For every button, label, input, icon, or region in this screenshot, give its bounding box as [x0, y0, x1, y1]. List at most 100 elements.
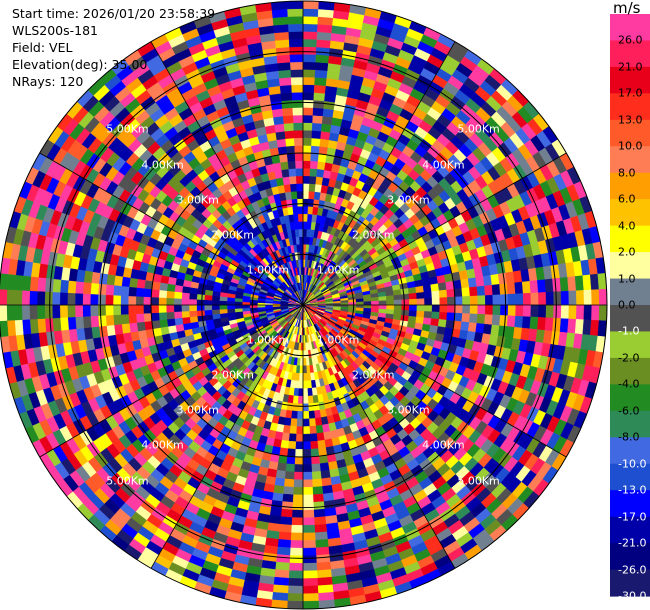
range-gate: [574, 319, 585, 335]
range-gate: [308, 190, 316, 200]
range-gate: [292, 502, 304, 511]
range-gate: [287, 8, 304, 17]
colorbar-tick-label: 10.0: [618, 139, 643, 153]
range-gate: [0, 304, 8, 322]
colorbar-tick-label: 21.0: [618, 60, 643, 74]
range-gate: [439, 304, 448, 313]
range-gate: [276, 54, 291, 64]
range-gate: [506, 282, 516, 295]
range-gate: [302, 441, 311, 450]
range-gate: [302, 69, 316, 78]
range-ring-label: 2.00Km: [352, 228, 395, 242]
range-gate: [158, 289, 168, 299]
range-gate: [307, 395, 314, 404]
range-gate: [288, 570, 304, 579]
range-gate: [299, 236, 304, 245]
range-gate: [74, 292, 84, 306]
range-gate: [408, 310, 418, 318]
range-gate: [583, 304, 593, 321]
range-gate: [127, 304, 137, 315]
colorbar-tick-label: 26.0: [618, 33, 643, 47]
range-gate: [544, 317, 554, 332]
range-gate: [294, 228, 300, 238]
range-gate: [355, 298, 364, 303]
range-gate: [173, 304, 182, 313]
range-gate: [44, 317, 54, 333]
range-gate: [287, 593, 304, 602]
range-gate: [82, 281, 92, 295]
range-gate: [295, 175, 304, 184]
range-gate: [313, 99, 325, 109]
range-gate: [302, 15, 319, 25]
range-gate: [302, 350, 307, 359]
site-name-text: WLS200s-181: [12, 23, 98, 38]
range-gate: [289, 46, 304, 55]
range-gate: [302, 433, 311, 443]
range-gate: [113, 314, 122, 326]
range-gate: [284, 471, 295, 480]
range-gate: [583, 289, 593, 306]
range-gate: [475, 276, 485, 287]
range-gate: [415, 285, 425, 294]
range-gate: [275, 554, 291, 564]
range-ring-label: 3.00Km: [176, 403, 219, 417]
range-gate: [165, 304, 175, 313]
range-gate: [295, 236, 301, 245]
range-gate: [166, 311, 175, 320]
range-gate: [281, 501, 293, 511]
range-gate: [302, 517, 315, 526]
range-gate: [431, 311, 440, 320]
range-gate: [286, 455, 296, 465]
range-gate: [316, 561, 332, 571]
range-gate: [6, 289, 15, 306]
range-gate: [453, 312, 463, 322]
range-gate: [275, 46, 291, 56]
range-gate: [438, 311, 448, 321]
range-gate: [371, 304, 380, 310]
range-ring-label: 4.00Km: [422, 438, 465, 452]
colorbar-tick-label: -2.0: [618, 351, 640, 365]
range-gate: [530, 292, 539, 306]
range-gate: [219, 304, 228, 310]
range-gate: [283, 122, 295, 132]
range-gate: [293, 213, 299, 223]
range-gate: [484, 284, 493, 296]
range-gate: [308, 418, 316, 427]
range-gate: [507, 304, 517, 317]
range-gate: [128, 313, 137, 324]
range-gate: [302, 221, 308, 230]
range-gate: [51, 304, 61, 319]
range-gate: [302, 129, 313, 139]
range-gate: [312, 107, 324, 117]
range-gate: [59, 292, 68, 306]
range-gate: [298, 221, 304, 230]
range-gate: [316, 39, 332, 49]
range-gate: [302, 502, 314, 511]
range-gate: [276, 462, 287, 472]
range-gate: [297, 388, 304, 397]
colorbar-tick-label: 6.0: [618, 192, 636, 206]
range-gate: [113, 323, 124, 335]
colorbar-tick-label: -13.0: [618, 483, 647, 497]
colorbar-tick-label: -17.0: [618, 510, 647, 524]
range-gate: [454, 304, 463, 314]
range-gate: [293, 479, 304, 488]
range-gate: [591, 289, 600, 306]
range-gate: [319, 462, 330, 472]
range-gate: [477, 304, 486, 315]
range-gate: [166, 318, 176, 327]
range-gate: [559, 318, 569, 334]
range-gate: [522, 304, 532, 318]
range-gate: [234, 304, 243, 309]
range-gate: [302, 365, 307, 374]
range-gate: [598, 288, 607, 306]
range-gate: [136, 321, 146, 332]
range-gate: [302, 213, 309, 222]
range-gate: [297, 198, 304, 207]
range-gate: [289, 547, 304, 557]
range-gate: [291, 403, 299, 412]
range-gate: [274, 31, 290, 41]
range-gate: [430, 283, 440, 292]
range-gate: [285, 137, 295, 147]
